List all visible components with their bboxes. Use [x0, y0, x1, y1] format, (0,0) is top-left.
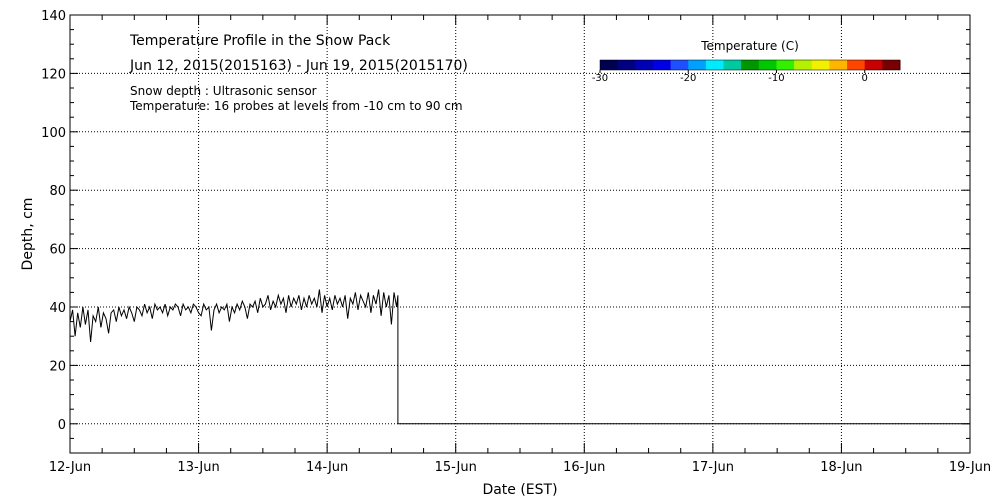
colorbar-ticks: -30 -20 -10 0: [592, 70, 868, 84]
x-tick-label: 14-Jun: [306, 460, 348, 475]
colorbar-cell: [882, 60, 901, 70]
x-tick-label: 15-Jun: [435, 460, 477, 475]
colorbar-tick-label: -20: [680, 73, 696, 84]
plot-frame: [69, 14, 971, 454]
colorbar-cell: [847, 60, 866, 70]
colorbar-cell: [617, 60, 636, 70]
colorbar-tick-label: -10: [768, 73, 784, 84]
y-tick-label: 140: [41, 9, 66, 24]
y-tick-label: 100: [41, 126, 66, 141]
colorbar-tick-label: -30: [592, 73, 608, 84]
colorbar-cell: [829, 60, 848, 70]
y-tick-label: 40: [49, 301, 66, 316]
x-tick-label: 17-Jun: [692, 460, 734, 475]
x-tick-label: 13-Jun: [177, 460, 219, 475]
colorbar-tick-label: 0: [862, 73, 868, 84]
colorbar-title: Temperature (C): [700, 39, 799, 53]
y-tick-label: 120: [41, 67, 66, 82]
colorbar-cell: [758, 60, 777, 70]
colorbar-cell: [688, 60, 707, 70]
y-tick-label: 0: [58, 418, 66, 433]
x-axis-title: Date (EST): [482, 482, 557, 498]
colorbar-cell: [705, 60, 725, 70]
x-tick-label: 19-Jun: [949, 460, 991, 475]
colorbar-cell: [635, 60, 654, 70]
annotation-probes: Temperature: 16 probes at levels from -1…: [129, 99, 463, 113]
colorbar-cells: [599, 59, 901, 71]
colorbar-cell: [670, 60, 689, 70]
colorbar-cell: [864, 60, 883, 70]
colorbar-cell: [811, 60, 830, 70]
y-tick-label: 60: [49, 243, 66, 258]
annotation-sensor: Snow depth : Ultrasonic sensor: [130, 84, 317, 98]
colorbar-cell: [723, 60, 742, 70]
y-tick-label: 80: [49, 184, 66, 199]
y-tick-label: 20: [49, 359, 66, 374]
chart-title: Temperature Profile in the Snow Pack: [129, 33, 391, 49]
series-layer: [69, 289, 970, 425]
series-line-snow-depth: [69, 289, 970, 425]
chart-subtitle: Jun 12, 2015(2015163) - Jun 19, 2015(201…: [129, 58, 468, 74]
colorbar-border: [599, 59, 901, 71]
colorbar-cell: [652, 60, 672, 70]
grid-lines: [70, 14, 970, 453]
colorbar-cell: [776, 60, 795, 70]
colorbar-cell: [794, 60, 813, 70]
x-tick-label: 16-Jun: [563, 460, 605, 475]
axes-layer: 0 20 40 60 80 100 120 140 12-Jun 13-Jun 14-Jun 15-J…: [41, 9, 991, 475]
colorbar: Temperature (C) -30 -20 -10 0: [592, 39, 901, 84]
colorbar-cell: [741, 60, 760, 70]
y-axis-title: Depth, cm: [20, 198, 36, 271]
x-tick-label: 18-Jun: [820, 460, 862, 475]
x-tick-label: 12-Jun: [49, 460, 91, 475]
colorbar-cell: [600, 60, 619, 70]
